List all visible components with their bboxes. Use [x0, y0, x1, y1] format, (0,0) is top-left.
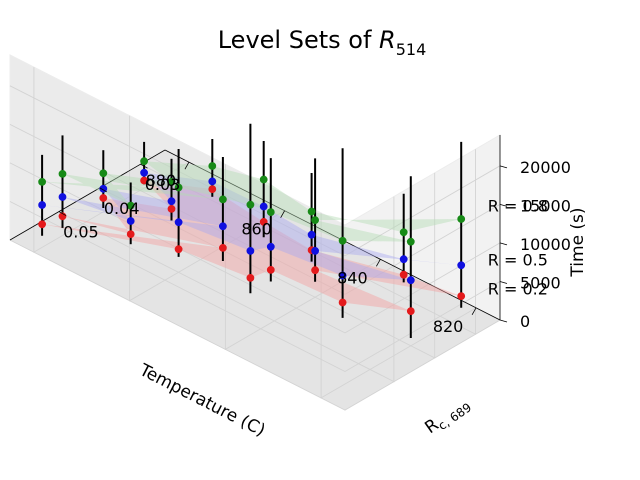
data-point	[406, 276, 415, 285]
data-point	[338, 271, 347, 280]
y-axis-line	[9, 149, 166, 241]
annotation-label: R = 0.8	[488, 197, 548, 216]
data-point	[338, 298, 347, 307]
data-point	[457, 215, 466, 223]
x-tick-mark	[376, 259, 381, 267]
x-tick-mark	[184, 161, 190, 170]
data-point	[457, 261, 466, 270]
z-tick-mark	[499, 242, 508, 246]
y-tick-mark	[140, 163, 148, 169]
grid-line-z	[9, 201, 501, 373]
y-tick-label: 0.04	[104, 199, 140, 218]
data-point	[174, 218, 183, 227]
data-point	[218, 222, 227, 231]
data-point	[58, 193, 67, 201]
data-point	[126, 201, 135, 210]
data-point	[167, 177, 176, 186]
data-point	[58, 169, 67, 178]
y-axis-label: Rc, 689	[421, 394, 474, 440]
data-point	[246, 246, 255, 255]
annotation-label: R = 0.2	[488, 280, 548, 299]
data-point	[259, 202, 268, 211]
x-tick-mark	[280, 210, 285, 218]
data-point	[311, 266, 319, 275]
grid-lines	[9, 67, 501, 411]
grid-line-z	[9, 239, 501, 411]
z-axis-label: Time (s)	[568, 207, 588, 277]
data-point	[140, 176, 148, 185]
data-point	[38, 177, 46, 186]
x-tick-label: 860	[241, 220, 272, 239]
data-point	[399, 270, 408, 279]
grid-line-z	[9, 85, 501, 257]
data-point	[38, 201, 46, 209]
z-tick-label: 0	[520, 312, 530, 331]
data-point	[406, 237, 415, 246]
z-tick-mark	[499, 281, 508, 284]
data-point	[406, 307, 415, 315]
data-point	[218, 195, 227, 204]
data-point	[311, 246, 319, 255]
data-point	[140, 168, 148, 177]
data-point	[266, 208, 275, 216]
data-points	[38, 157, 466, 315]
surface-r-0-5	[42, 172, 462, 281]
annotation-label: R = 0.5	[488, 250, 548, 269]
data-point	[208, 177, 217, 186]
data-point	[126, 230, 135, 238]
surface-r-0-2	[42, 180, 462, 312]
data-point	[218, 243, 227, 252]
x-tick-label: 840	[337, 268, 368, 287]
x-tick-mark	[471, 307, 477, 316]
data-point	[399, 228, 408, 237]
data-point	[311, 216, 319, 224]
data-point	[140, 157, 148, 166]
data-point	[167, 197, 176, 206]
chart-title: Level Sets of R514	[218, 26, 427, 59]
data-point	[307, 230, 316, 239]
data-point	[99, 194, 108, 202]
data-point	[99, 169, 108, 178]
y-tick-label: 0.03	[145, 175, 181, 194]
z-tick-label: 15000	[520, 196, 571, 215]
y-tick-label: 0.05	[63, 223, 99, 242]
level-annotations: R = 0.8 R = 0.5 R = 0.2	[488, 197, 548, 299]
y-tick-mark	[58, 211, 67, 216]
data-point	[307, 207, 316, 216]
y-tick-mark	[99, 187, 107, 193]
z-tick-mark	[499, 319, 508, 323]
x-axis-label: Temperature (C)	[135, 360, 268, 441]
data-point	[266, 242, 275, 251]
data-point	[208, 162, 217, 170]
data-point	[246, 273, 255, 282]
data-point	[399, 255, 408, 264]
data-point	[457, 292, 466, 300]
data-point	[174, 245, 183, 254]
z-tick-label: 10000	[520, 235, 571, 254]
data-point	[338, 236, 347, 245]
data-point	[167, 204, 176, 213]
data-point	[38, 220, 46, 229]
data-point	[126, 217, 135, 225]
z-tick-label: 5000	[520, 274, 561, 293]
z-tick-mark	[499, 165, 508, 169]
x-tick-label: 820	[433, 317, 464, 336]
data-point	[259, 217, 268, 226]
z-tick-mark	[499, 203, 508, 207]
data-point	[259, 175, 268, 184]
data-point	[246, 200, 255, 209]
data-point	[208, 185, 217, 193]
grid-line-z	[9, 123, 501, 295]
data-point	[174, 183, 183, 192]
x-axis-line	[164, 149, 501, 321]
grid-line-z	[9, 162, 501, 334]
z-tick-label: 20000	[520, 158, 571, 177]
x-tick-label: 880	[146, 171, 177, 190]
data-point	[266, 265, 275, 274]
